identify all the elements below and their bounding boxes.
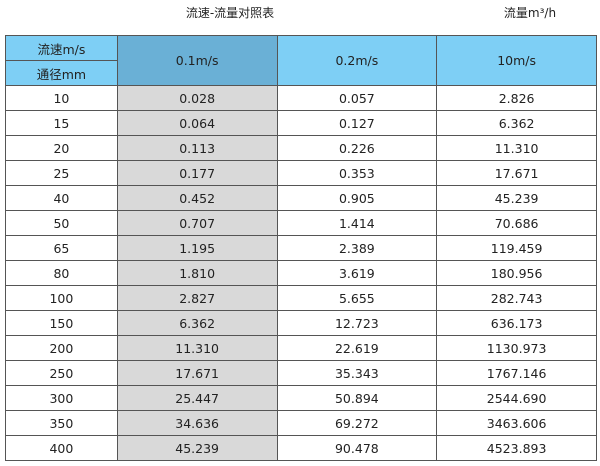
diameter-cell: 65 bbox=[5, 235, 118, 261]
header-row: 流速m/s 0.1m/s 0.2m/s 10m/s bbox=[5, 35, 597, 86]
column-header-0.1[interactable]: 0.1m/s bbox=[116, 35, 278, 86]
flow-0.1-cell: 0.028 bbox=[116, 85, 278, 111]
flow-10-cell: 70.686 bbox=[436, 210, 597, 236]
flow-0.2-cell: 35.343 bbox=[276, 360, 438, 386]
flow-10-cell: 11.310 bbox=[436, 135, 597, 161]
flow-10-cell: 45.239 bbox=[436, 185, 597, 211]
diameter-cell: 15 bbox=[5, 110, 118, 136]
table-row: 15 0.064 0.127 6.362 bbox=[5, 110, 597, 136]
flow-0.2-cell: 90.478 bbox=[276, 435, 438, 461]
flow-10-cell: 119.459 bbox=[436, 235, 597, 261]
table-row: 25 0.177 0.353 17.671 bbox=[5, 160, 597, 186]
column-header-10[interactable]: 10m/s bbox=[436, 35, 597, 86]
diameter-cell: 40 bbox=[5, 185, 118, 211]
flow-0.2-cell: 50.894 bbox=[276, 385, 438, 411]
table-row: 250 17.671 35.343 1767.146 bbox=[5, 360, 597, 386]
diameter-cell: 400 bbox=[5, 435, 118, 461]
flow-0.2-cell: 1.414 bbox=[276, 210, 438, 236]
flow-0.1-cell: 6.362 bbox=[116, 310, 278, 336]
diameter-cell: 10 bbox=[5, 85, 118, 111]
table-row: 300 25.447 50.894 2544.690 bbox=[5, 385, 597, 411]
diameter-cell: 150 bbox=[5, 310, 118, 336]
flow-0.2-cell: 0.905 bbox=[276, 185, 438, 211]
flow-0.1-cell: 11.310 bbox=[116, 335, 278, 361]
flow-0.1-cell: 17.671 bbox=[116, 360, 278, 386]
flow-0.1-cell: 0.707 bbox=[116, 210, 278, 236]
table-row: 40 0.452 0.905 45.239 bbox=[5, 185, 597, 211]
diameter-cell: 350 bbox=[5, 410, 118, 436]
diameter-header: 通径mm bbox=[5, 60, 118, 86]
flow-0.1-cell: 0.064 bbox=[116, 110, 278, 136]
flow-0.2-cell: 2.389 bbox=[276, 235, 438, 261]
diameter-cell: 50 bbox=[5, 210, 118, 236]
flow-0.1-cell: 25.447 bbox=[116, 385, 278, 411]
flow-0.2-cell: 0.127 bbox=[276, 110, 438, 136]
table-row: 200 11.310 22.619 1130.973 bbox=[5, 335, 597, 361]
table-row: 10 0.028 0.057 2.826 bbox=[5, 85, 597, 111]
flow-0.2-cell: 5.655 bbox=[276, 285, 438, 311]
flow-0.2-cell: 12.723 bbox=[276, 310, 438, 336]
flow-10-cell: 1130.973 bbox=[436, 335, 597, 361]
flow-0.1-cell: 45.239 bbox=[116, 435, 278, 461]
velocity-header: 流速m/s bbox=[5, 35, 118, 61]
flow-10-cell: 17.671 bbox=[436, 160, 597, 186]
unit-label: 流量m³/h bbox=[503, 6, 557, 20]
flow-10-cell: 1767.146 bbox=[436, 360, 597, 386]
header-row: 通径mm bbox=[5, 60, 597, 86]
flow-0.1-cell: 1.810 bbox=[116, 260, 278, 286]
diameter-cell: 25 bbox=[5, 160, 118, 186]
flow-0.2-cell: 3.619 bbox=[276, 260, 438, 286]
diameter-cell: 100 bbox=[5, 285, 118, 311]
flow-10-cell: 4523.893 bbox=[436, 435, 597, 461]
table-row: 65 1.195 2.389 119.459 bbox=[5, 235, 597, 261]
diameter-cell: 300 bbox=[5, 385, 118, 411]
flow-0.2-cell: 0.057 bbox=[276, 85, 438, 111]
flow-10-cell: 282.743 bbox=[436, 285, 597, 311]
diameter-cell: 20 bbox=[5, 135, 118, 161]
flow-0.2-cell: 22.619 bbox=[276, 335, 438, 361]
velocity-flow-table: 流速m/s 0.1m/s 0.2m/s 10m/s 通径mm 10 0.028 0.… bbox=[5, 35, 597, 461]
flow-10-cell: 2.826 bbox=[436, 85, 597, 111]
flow-10-cell: 6.362 bbox=[436, 110, 597, 136]
flow-10-cell: 636.173 bbox=[436, 310, 597, 336]
flow-0.1-cell: 2.827 bbox=[116, 285, 278, 311]
flow-10-cell: 2544.690 bbox=[436, 385, 597, 411]
flow-10-cell: 3463.606 bbox=[436, 410, 597, 436]
flow-0.2-cell: 69.272 bbox=[276, 410, 438, 436]
table-row: 100 2.827 5.655 282.743 bbox=[5, 285, 597, 311]
table-title: 流速-流量对照表 bbox=[185, 6, 275, 20]
diameter-cell: 80 bbox=[5, 260, 118, 286]
table-row: 400 45.239 90.478 4523.893 bbox=[5, 435, 597, 461]
flow-0.2-cell: 0.353 bbox=[276, 160, 438, 186]
diameter-cell: 250 bbox=[5, 360, 118, 386]
flow-10-cell: 180.956 bbox=[436, 260, 597, 286]
table-row: 20 0.113 0.226 11.310 bbox=[5, 135, 597, 161]
flow-0.1-cell: 0.177 bbox=[116, 160, 278, 186]
diameter-cell: 200 bbox=[5, 335, 118, 361]
flow-0.1-cell: 0.113 bbox=[116, 135, 278, 161]
table-row: 150 6.362 12.723 636.173 bbox=[5, 310, 597, 336]
table-row: 350 34.636 69.272 3463.606 bbox=[5, 410, 597, 436]
flow-0.2-cell: 0.226 bbox=[276, 135, 438, 161]
column-header-0.2[interactable]: 0.2m/s bbox=[276, 35, 438, 86]
table-row: 80 1.810 3.619 180.956 bbox=[5, 260, 597, 286]
table-row: 50 0.707 1.414 70.686 bbox=[5, 210, 597, 236]
flow-0.1-cell: 0.452 bbox=[116, 185, 278, 211]
flow-0.1-cell: 34.636 bbox=[116, 410, 278, 436]
flow-0.1-cell: 1.195 bbox=[116, 235, 278, 261]
